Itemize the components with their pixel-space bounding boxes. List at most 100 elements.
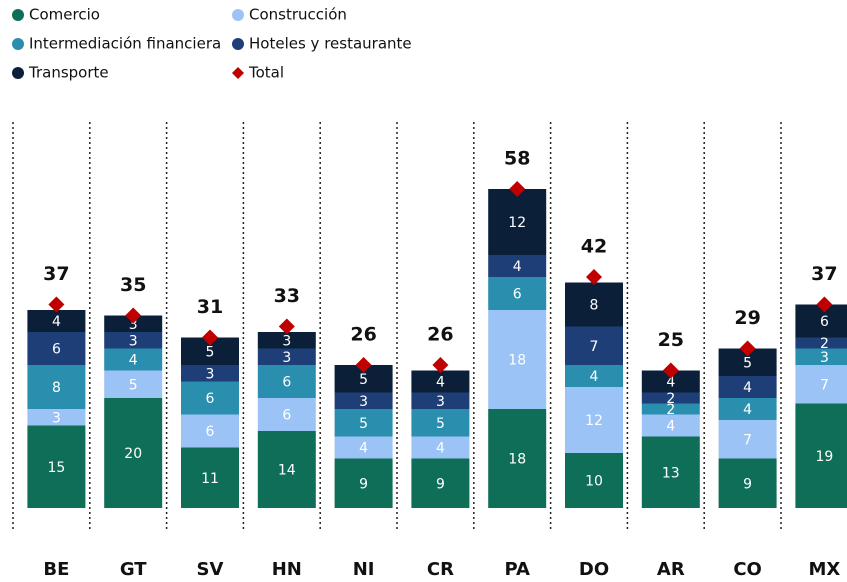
segment-label: 3 <box>359 394 368 410</box>
bar-segment <box>488 409 547 508</box>
segment-label: 6 <box>206 424 215 440</box>
total-label: 31 <box>197 296 223 318</box>
bar-segment <box>641 414 700 437</box>
segment-label: 18 <box>508 452 526 468</box>
bar-segment <box>27 332 86 365</box>
x-tick-label: BE <box>43 559 69 580</box>
segment-label: 6 <box>282 375 291 391</box>
bar-segment <box>641 392 700 404</box>
x-tick-label: GT <box>120 559 147 580</box>
x-tick-label: PA <box>504 559 530 580</box>
legend-marker <box>12 67 24 79</box>
bar-segment <box>334 392 393 409</box>
bar-segment <box>565 326 623 365</box>
segment-label: 3 <box>282 350 291 366</box>
bar-segment <box>488 310 547 409</box>
x-tick-label: SV <box>197 559 224 580</box>
bar-segment <box>411 436 470 459</box>
segment-label: 18 <box>508 353 526 369</box>
bar-segment <box>565 282 623 327</box>
total-label: 26 <box>427 324 453 346</box>
bar-segment <box>257 431 316 508</box>
bar-segment <box>718 376 777 398</box>
segment-label: 7 <box>743 432 752 448</box>
bar-segment <box>795 337 847 349</box>
legend-marker <box>232 9 244 21</box>
bar-segment <box>411 392 470 409</box>
segment-label: 9 <box>359 476 368 492</box>
legend-marker <box>232 38 244 50</box>
segment-label: 5 <box>436 416 445 432</box>
total-marker <box>662 362 679 379</box>
bar-segment <box>334 458 393 508</box>
segment-label: 4 <box>666 375 675 391</box>
segment-label: 6 <box>282 408 291 424</box>
legend-marker <box>232 67 244 79</box>
segment-label: 20 <box>124 446 142 462</box>
segment-label: 5 <box>129 377 138 393</box>
bar-segment <box>181 381 239 415</box>
x-tick-label: CR <box>427 559 454 580</box>
total-marker <box>432 357 449 373</box>
segment-label: 5 <box>206 344 215 360</box>
total-label: 58 <box>504 148 530 170</box>
segment-label: 4 <box>590 369 599 385</box>
bar-segment <box>411 409 470 437</box>
legend-label: Construcción <box>249 6 347 24</box>
bar-segment <box>104 370 163 398</box>
total-marker <box>202 329 218 346</box>
total-marker <box>125 307 142 324</box>
bar-segment <box>488 189 547 255</box>
segment-label: 14 <box>278 463 296 479</box>
bar-segment <box>181 365 239 382</box>
legend-label: Comercio <box>29 6 100 24</box>
segment-label: 9 <box>743 476 752 492</box>
segment-label: 3 <box>282 333 291 349</box>
segment-label: 5 <box>743 355 752 371</box>
bar-segment <box>795 365 847 404</box>
bar-segment <box>257 398 316 431</box>
segment-label: 5 <box>359 372 368 388</box>
total-label: 42 <box>581 236 607 258</box>
x-tick-label: CO <box>733 559 762 580</box>
segment-label: 2 <box>820 336 829 352</box>
total-label: 33 <box>274 285 300 307</box>
total-marker <box>816 296 833 313</box>
bar-segment <box>795 348 847 365</box>
total-marker <box>509 181 526 197</box>
total-label: 25 <box>658 329 684 351</box>
bar-segment <box>257 348 316 365</box>
segment-label: 11 <box>201 471 219 487</box>
segment-label: 10 <box>585 474 603 490</box>
legend-label: Intermediación financiera <box>29 35 221 53</box>
bar-segment <box>718 458 777 508</box>
bar-segment <box>334 409 393 437</box>
legend-marker <box>12 38 24 50</box>
bar-segment <box>565 453 623 508</box>
segment-label: 12 <box>508 215 526 231</box>
bar-segment <box>718 420 777 459</box>
bar-segment <box>411 458 470 508</box>
segment-label: 4 <box>52 314 61 330</box>
bar-segment <box>565 365 623 387</box>
bar-segment <box>27 365 86 409</box>
segment-label: 4 <box>513 259 522 275</box>
total-marker <box>739 340 756 357</box>
segment-label: 4 <box>129 353 138 369</box>
segment-label: 6 <box>52 342 61 358</box>
segment-label: 12 <box>585 413 603 429</box>
segment-label: 8 <box>52 380 61 396</box>
segment-label: 4 <box>359 441 368 457</box>
bar-segment <box>795 304 847 338</box>
segment-label: 9 <box>436 476 445 492</box>
segment-label: 19 <box>815 449 833 465</box>
segment-label: 4 <box>436 375 445 391</box>
segment-label: 3 <box>129 333 138 349</box>
bar-segment <box>334 436 393 459</box>
segment-label: 3 <box>820 350 829 366</box>
bar-segment <box>488 255 547 277</box>
x-tick-label: DO <box>579 559 609 580</box>
segment-label: 7 <box>820 377 829 393</box>
total-label: 37 <box>43 263 69 285</box>
